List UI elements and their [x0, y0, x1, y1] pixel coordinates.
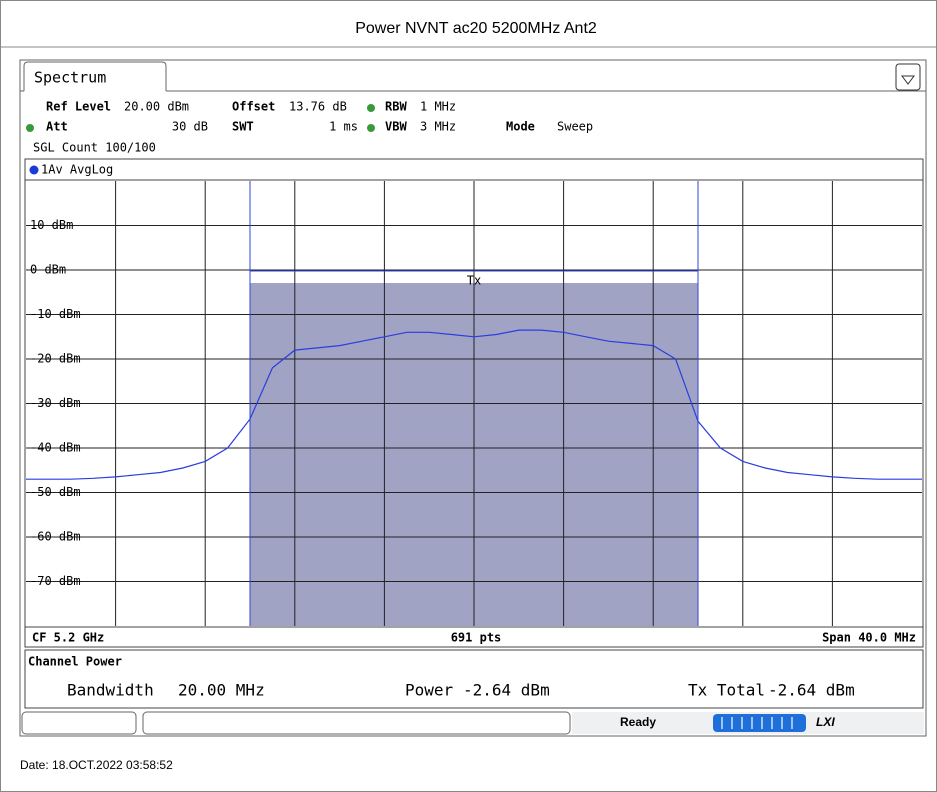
results-panel — [24, 649, 924, 709]
setting-label: SWT — [232, 120, 254, 134]
result-label: Tx Total — [688, 681, 765, 700]
result-value: -2.64 dBm — [768, 681, 855, 700]
y-tick-label: -70 dBm — [30, 574, 81, 588]
channel-label: Tx — [467, 274, 481, 288]
points: 691 pts — [451, 631, 502, 645]
indicator — [26, 124, 34, 132]
results-title: Channel Power — [28, 655, 122, 669]
y-tick-label: -50 dBm — [30, 485, 81, 499]
menu-icon — [901, 75, 915, 85]
y-tick-label: 10 dBm — [30, 218, 73, 232]
setting-label: VBW — [385, 120, 407, 134]
setting-label: Ref Level — [46, 100, 111, 114]
title: Power NVNT ac20 5200MHz Ant2 — [355, 20, 597, 37]
setting-label: Offset — [232, 100, 275, 114]
y-tick-label: -40 dBm — [30, 441, 81, 455]
status-field — [142, 711, 571, 735]
brand: LXI — [816, 715, 835, 729]
indicator — [367, 104, 375, 112]
setting-label: Mode — [506, 120, 535, 134]
setting-value: 1 MHz — [420, 100, 456, 114]
y-tick-label: 0 dBm — [30, 263, 66, 277]
indicator — [367, 124, 375, 132]
y-tick-label: -30 dBm — [30, 396, 81, 410]
setting-value: 3 MHz — [420, 120, 456, 134]
setting-value: 30 dB — [172, 120, 208, 134]
result-value: 20.00 MHz — [178, 681, 265, 700]
y-tick-label: -10 dBm — [30, 307, 81, 321]
result-label: Bandwidth — [67, 681, 154, 700]
status-field — [21, 711, 137, 735]
tab-label: Spectrum — [34, 69, 106, 87]
setting-label: RBW — [385, 100, 407, 114]
setting-label: Att — [46, 120, 68, 134]
setting-value: Sweep — [557, 120, 593, 134]
center-frequency: CF 5.2 GHz — [32, 631, 104, 645]
y-tick-label: -20 dBm — [30, 352, 81, 366]
plot: 10 dBm 0 dBm -10 dBm -20 dBm -30 dBm -40 dBm -… — [26, 181, 922, 626]
setting-value: 1 ms — [329, 120, 358, 134]
menu-button[interactable] — [895, 63, 921, 91]
trace-indicator — [29, 165, 39, 175]
trace-label: 1Av AvgLog — [41, 163, 113, 177]
trace — [26, 329, 922, 480]
setting-value: 20.00 dBm — [124, 100, 189, 114]
setting-value: 13.76 dB — [289, 100, 347, 114]
span: Span 40.0 MHz — [822, 631, 916, 645]
sgl-count: SGL Count 100/100 — [33, 141, 156, 155]
result-label: Power — [405, 681, 454, 700]
tab[interactable] — [23, 61, 167, 91]
date: Date: 18.OCT.2022 03:58:52 — [20, 758, 173, 772]
y-tick-label: -60 dBm — [30, 530, 81, 544]
result-value: -2.64 dBm — [463, 681, 550, 700]
status-state: Ready — [620, 715, 656, 729]
